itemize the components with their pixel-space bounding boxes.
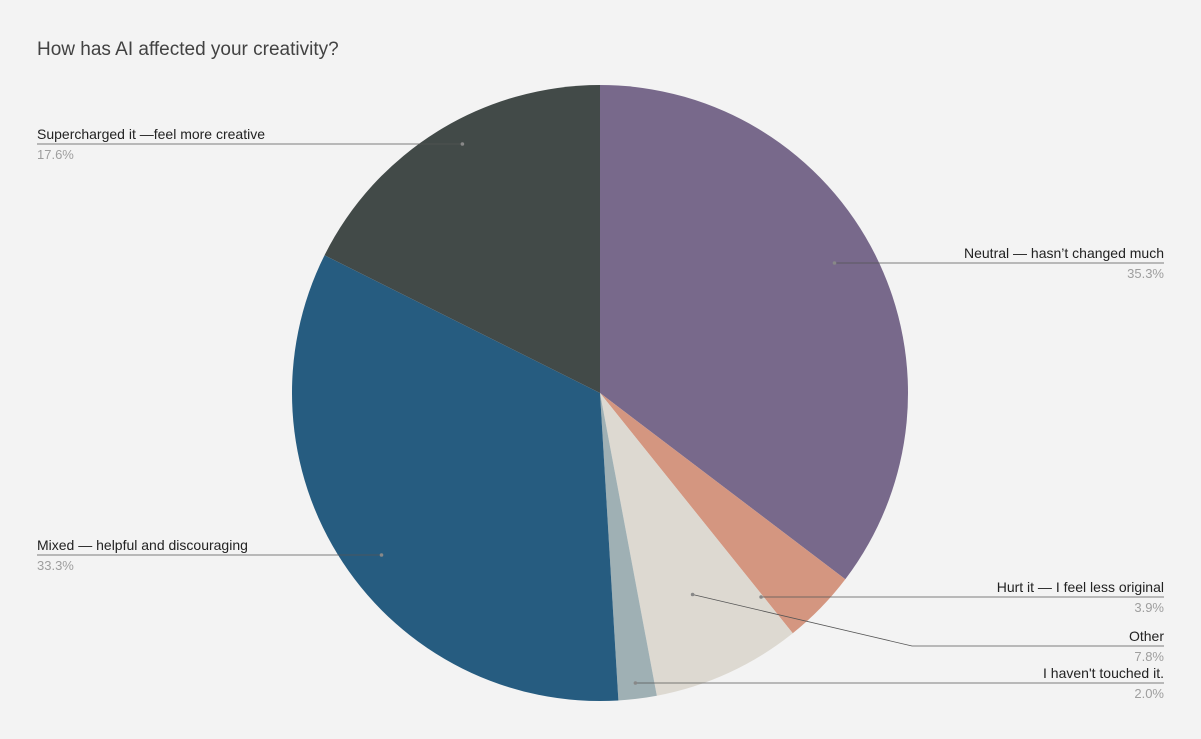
chart-title: How has AI affected your creativity? [37, 39, 339, 60]
slice-percent-supercharged-it-feel-more-creative: 17.6% [37, 147, 74, 162]
leader-dot-hurt-it-i-feel-less-original [759, 595, 763, 599]
slice-label-mixed-helpful-and-discouraging: Mixed — helpful and discouraging [37, 537, 248, 553]
slice-percent-neutral-hasn-t-changed-much: 35.3% [1127, 266, 1164, 281]
slice-label-supercharged-it-feel-more-creative: Supercharged it —feel more creative [37, 126, 265, 142]
pie-slice-neutral-hasn-t-changed-much [600, 85, 909, 580]
slice-label-hurt-it-i-feel-less-original: Hurt it — I feel less original [997, 579, 1164, 595]
leader-dot-other [690, 592, 695, 597]
leader-dot-mixed-helpful-and-discouraging [379, 553, 384, 557]
leader-dot-supercharged-it-feel-more-creative [460, 142, 465, 146]
slice-percent-hurt-it-i-feel-less-original: 3.9% [1134, 600, 1164, 615]
pie-slice-i-haven-t-touched-it [600, 393, 657, 701]
pie-slice-supercharged-it-feel-more-creative [324, 84, 600, 393]
slice-percent-other: 7.8% [1134, 649, 1164, 664]
leader-line-other [692, 594, 1164, 647]
slice-label-i-haven-t-touched-it: I haven't touched it. [1043, 665, 1164, 681]
pie-slice-mixed-helpful-and-discouraging [291, 255, 619, 701]
leader-dot-i-haven-t-touched-it [633, 681, 638, 685]
pie-slice-other [600, 393, 793, 696]
pie-slice-hurt-it-i-feel-less-original [600, 393, 846, 634]
slice-label-other: Other [1129, 628, 1164, 644]
labels-layer: Neutral — hasn’t changed much 35.3% Hurt i… [37, 126, 1164, 701]
leader-dot-neutral-hasn-t-changed-much [832, 261, 837, 265]
slice-percent-i-haven-t-touched-it: 2.0% [1134, 686, 1164, 701]
slice-percent-mixed-helpful-and-discouraging: 33.3% [37, 558, 74, 573]
slice-label-neutral-hasn-t-changed-much: Neutral — hasn’t changed much [964, 245, 1164, 261]
slices-layer [291, 84, 909, 701]
